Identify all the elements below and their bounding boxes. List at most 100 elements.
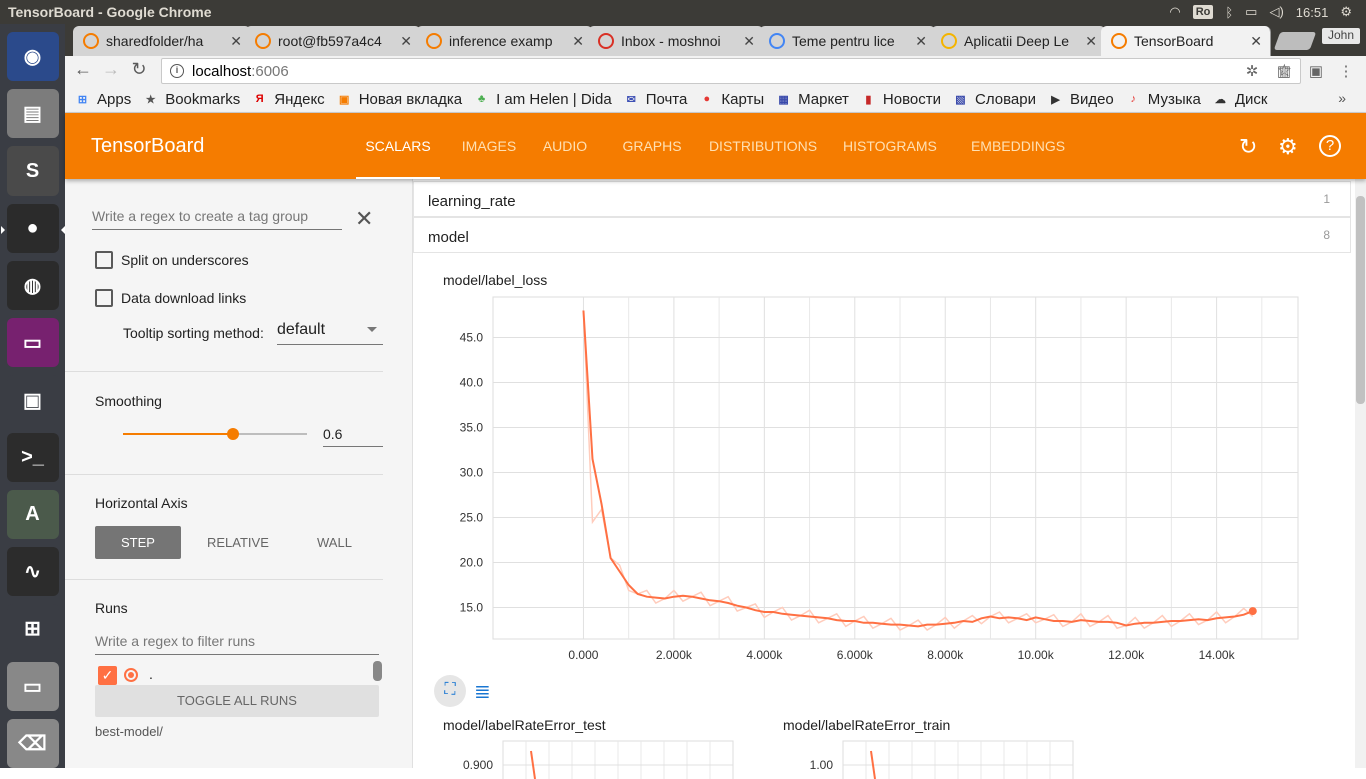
bookmark-item[interactable]: ● Карты <box>699 91 765 108</box>
browser-tab[interactable]: root@fb597a4c4 ✕ <box>245 26 421 56</box>
tab-images[interactable]: IMAGES <box>461 138 517 154</box>
page-scrollbar-thumb[interactable] <box>1356 196 1365 404</box>
file-manager-icon[interactable]: ▤ <box>6 89 59 139</box>
software-updater-icon[interactable]: A <box>6 489 59 540</box>
bookmark-icon: ✉ <box>626 93 636 106</box>
keyboard-layout-indicator[interactable]: Ro <box>1192 5 1214 19</box>
back-arrow-icon[interactable]: ← <box>74 59 92 79</box>
sublime-text-icon[interactable]: S <box>6 146 59 196</box>
bookmark-item[interactable]: ▣ Новая вкладка <box>337 91 462 108</box>
info-icon[interactable]: i <box>170 64 184 78</box>
close-icon[interactable]: ✕ <box>355 206 374 231</box>
browser-tab[interactable]: Inbox - moshnoi ✕ <box>588 26 764 56</box>
profile-button[interactable]: John <box>1322 28 1360 44</box>
bookmark-item[interactable]: ⊞ Apps <box>75 91 131 108</box>
bookmark-item[interactable]: ▮ Новости <box>861 91 941 108</box>
category-model[interactable]: model 8 <box>413 217 1351 253</box>
label-rate-error-train-chart[interactable]: 1.00 <box>783 739 1083 779</box>
close-tab-icon[interactable]: ✕ <box>1250 32 1262 49</box>
y-tick-label: 20.0 <box>460 556 484 570</box>
toggle-log-scale-icon[interactable]: ≣ <box>474 681 491 703</box>
runs-scrollbar[interactable] <box>373 661 382 681</box>
split-underscores-checkbox[interactable] <box>95 251 113 269</box>
help-icon[interactable]: ? <box>1319 135 1341 157</box>
more-bookmarks-icon[interactable]: » <box>1338 90 1346 106</box>
bookmark-item[interactable]: ▶ Видео <box>1048 91 1114 108</box>
bookmark-item[interactable]: ♣ I am Helen | Dida <box>474 91 612 108</box>
tab-graphs[interactable]: GRAPHS <box>622 138 682 154</box>
label-loss-chart[interactable]: 0.000 2.000k 4.000k 6.000k 8.000k 10.00k 12.00… <box>433 289 1333 679</box>
smoothing-slider-track[interactable] <box>123 428 307 440</box>
close-tab-icon[interactable]: ✕ <box>230 32 242 49</box>
category-learning-rate[interactable]: learning_rate 1 <box>413 181 1351 217</box>
bookmark-item[interactable]: ☁ Диск <box>1213 91 1268 108</box>
refresh-icon[interactable]: ↻ <box>1239 134 1258 159</box>
bluetooth-icon[interactable]: ᛒ <box>1225 4 1234 20</box>
reload-icon[interactable]: ↻ <box>131 59 147 79</box>
chrome-icon[interactable]: ● <box>0 203 65 253</box>
disk-drive-icon[interactable]: ▭ <box>6 661 59 711</box>
menu-kebab-icon[interactable]: ⋮ <box>1338 63 1354 80</box>
bookmark-item[interactable]: ♪ Музыка <box>1126 91 1201 108</box>
bookmark-item[interactable]: ▧ Словари <box>953 91 1036 108</box>
bookmark-item[interactable]: ✉ Почта <box>624 91 688 108</box>
tab-scalars[interactable]: SCALARS <box>356 113 440 179</box>
bookmark-item[interactable]: ★ Bookmarks <box>143 91 240 108</box>
close-tab-icon[interactable]: ✕ <box>1085 32 1097 49</box>
new-tab-button[interactable] <box>1273 32 1317 50</box>
extension-bug-icon[interactable]: ✲ <box>1245 63 1259 80</box>
terminal-icon[interactable]: >_ <box>6 432 59 482</box>
close-tab-icon[interactable]: ✕ <box>400 32 412 49</box>
bookmark-item[interactable]: Я Яндекс <box>252 91 325 108</box>
toggle-all-runs-button[interactable]: TOGGLE ALL RUNS <box>95 685 379 717</box>
tab-distributions[interactable]: DISTRIBUTIONS <box>708 138 818 154</box>
run-checkbox[interactable]: ✓ <box>98 666 117 685</box>
tab-histograms[interactable]: HISTOGRAMS <box>843 138 937 154</box>
smoothing-slider-fill <box>123 433 234 435</box>
app-purple-icon[interactable]: ▭ <box>6 318 59 368</box>
smoothing-slider-knob[interactable] <box>227 428 240 440</box>
smoothing-value-input[interactable]: 0.6 <box>323 423 383 447</box>
page-scrollbar[interactable] <box>1355 179 1366 768</box>
extension-square-icon[interactable]: ▣ <box>1308 63 1324 80</box>
settings-gear-icon[interactable]: ⚙ <box>1340 4 1352 19</box>
browser-tab[interactable]: Teme pentru lice ✕ <box>759 26 936 56</box>
browser-tab[interactable]: inference examp ✕ <box>416 26 593 56</box>
axis-wall-button[interactable]: WALL <box>317 535 352 550</box>
bookmark-star-icon[interactable]: ☆ <box>1276 61 1292 80</box>
tab-audio[interactable]: AUDIO <box>542 138 588 154</box>
chart-title: model/label_loss <box>443 272 548 288</box>
label-rate-error-test-chart[interactable]: 0.900 <box>443 739 743 779</box>
trash-icon[interactable]: ⌫ <box>6 718 59 769</box>
run-radio[interactable] <box>124 668 138 682</box>
tag-group-regex-input[interactable]: Write a regex to create a tag group <box>92 208 342 230</box>
tooltip-sorting-select[interactable]: default <box>277 321 383 345</box>
system-monitor-icon[interactable]: ∿ <box>6 547 59 597</box>
dash-home-icon[interactable]: ◉ <box>6 32 59 82</box>
remote-desktop-icon[interactable]: ▣ <box>6 375 59 425</box>
browser-tab[interactable]: TensorBoard ✕ <box>1101 26 1271 56</box>
firefox-icon[interactable]: ◍ <box>6 260 59 311</box>
close-tab-icon[interactable]: ✕ <box>743 32 755 49</box>
close-tab-icon[interactable]: ✕ <box>572 32 584 49</box>
axis-step-button[interactable]: STEP <box>95 526 181 559</box>
battery-icon[interactable]: ▭ <box>1245 4 1258 19</box>
workspace-switcher-icon[interactable]: ⊞ <box>6 604 59 654</box>
runs-filter-input[interactable]: Write a regex to filter runs <box>95 631 379 655</box>
axis-relative-button[interactable]: RELATIVE <box>207 535 269 550</box>
tab-embeddings[interactable]: EMBEDDINGS <box>970 138 1066 154</box>
address-bar[interactable]: i localhost:6006 ☆ <box>161 58 1301 84</box>
volume-icon[interactable]: ◁) <box>1269 4 1284 19</box>
wifi-icon[interactable]: ◠ <box>1169 4 1181 19</box>
settings-gear-icon[interactable]: ⚙ <box>1278 134 1298 159</box>
extension-grid-icon[interactable]: ▥ <box>1276 63 1292 80</box>
expand-chart-icon[interactable]: ⛶ <box>434 675 466 707</box>
bookmark-item[interactable]: ▦ Маркет <box>776 91 849 108</box>
data-download-checkbox[interactable] <box>95 289 113 307</box>
clock[interactable]: 16:51 <box>1295 4 1329 20</box>
close-tab-icon[interactable]: ✕ <box>915 32 927 49</box>
browser-tab[interactable]: Aplicatii Deep Le ✕ <box>931 26 1106 56</box>
forward-arrow-icon[interactable]: → <box>102 59 120 79</box>
browser-tab[interactable]: sharedfolder/ha ✕ <box>73 26 251 56</box>
bookmark-label: Видео <box>1069 90 1114 108</box>
